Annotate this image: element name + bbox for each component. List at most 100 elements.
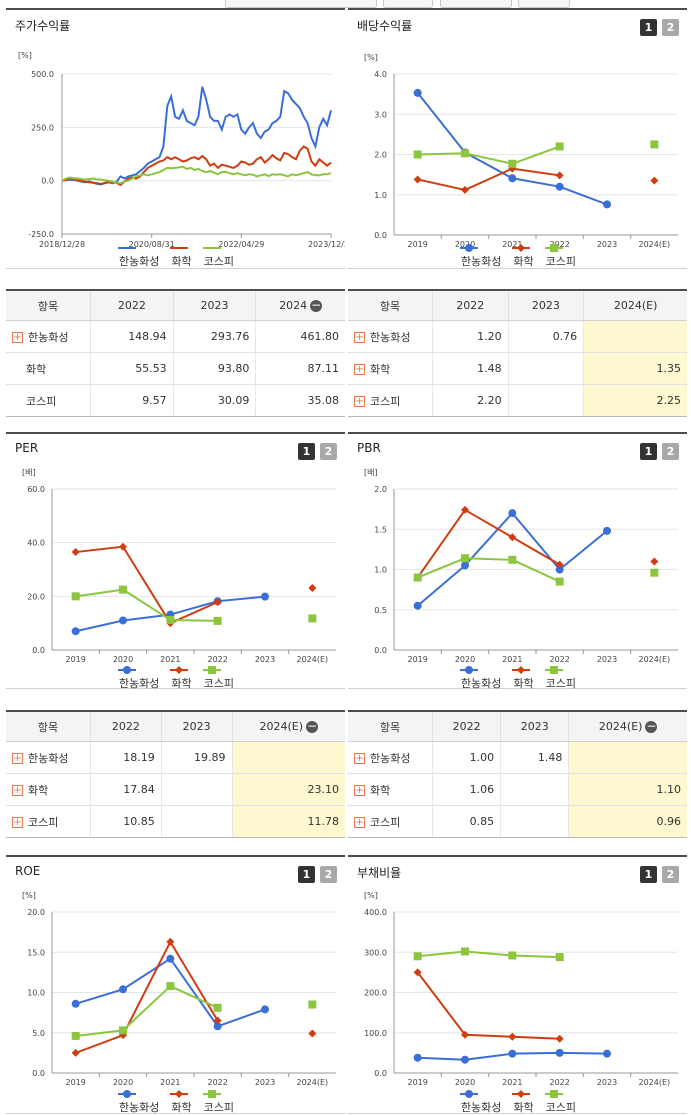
- legend-item[interactable]: 코스피: [544, 1089, 576, 1115]
- legend-item[interactable]: 화학: [511, 665, 534, 691]
- data-point: [555, 565, 564, 574]
- legend-item[interactable]: 한농화성: [459, 243, 501, 269]
- data-point: [119, 985, 127, 994]
- expand-icon[interactable]: +: [354, 396, 365, 407]
- legend-swatch: [202, 247, 221, 249]
- table-cell: [160, 773, 233, 806]
- top-control[interactable]: [440, 0, 512, 8]
- data-point: [166, 937, 175, 946]
- legend-item[interactable]: 한농화성: [117, 665, 159, 691]
- top-control[interactable]: [225, 0, 377, 8]
- table-header-cell: 항목: [6, 289, 91, 321]
- table-cell: 23.10: [231, 773, 345, 806]
- data-point: [555, 577, 564, 586]
- expand-icon[interactable]: +: [354, 785, 365, 796]
- collapse-icon[interactable]: −: [310, 298, 323, 312]
- top-control[interactable]: [383, 0, 433, 8]
- expand-icon[interactable]: +: [12, 785, 23, 796]
- view-2-button[interactable]: 2: [320, 866, 337, 883]
- view-2-button[interactable]: 2: [662, 443, 679, 460]
- legend-item[interactable]: 코스피: [544, 665, 576, 691]
- legend-marker: [549, 244, 558, 252]
- legend-swatch: [202, 666, 221, 674]
- table-cell: [583, 320, 687, 353]
- legend-item[interactable]: 화학: [169, 665, 192, 691]
- table-cell: 1.10: [568, 773, 687, 806]
- panel-title: PER: [15, 441, 39, 455]
- legend-item[interactable]: 한농화성: [459, 1089, 501, 1115]
- expand-icon[interactable]: +: [354, 817, 365, 828]
- top-control[interactable]: [518, 0, 570, 8]
- legend-label: 한농화성: [118, 1101, 160, 1114]
- legend-item[interactable]: 화학: [511, 1089, 534, 1115]
- table-row: + 코스피 10.85 11.78: [6, 805, 345, 838]
- view-2-button[interactable]: 2: [320, 443, 337, 460]
- legend-item[interactable]: 한농화성: [459, 665, 501, 691]
- table-cell: 148.94: [90, 320, 174, 353]
- x-tick-label: 2023: [255, 655, 275, 664]
- data-point: [508, 159, 517, 168]
- table-cell: [500, 805, 569, 838]
- view-2-button[interactable]: 2: [662, 19, 679, 36]
- y-tick-label: -250.0: [28, 230, 54, 239]
- legend-item[interactable]: 코스피: [202, 243, 234, 269]
- view-1-button[interactable]: 1: [640, 443, 657, 460]
- legend-marker: [464, 244, 473, 252]
- legend-item[interactable]: 한농화성: [117, 1089, 159, 1115]
- pbr-chart: [배] 2.0 1.5 1.0 0.5 0.0 2019 2020 2021 2022 2023 20…: [364, 468, 678, 664]
- table-header-cell: 2022: [431, 710, 501, 742]
- x-tick-label: 2023/12/28: [308, 240, 345, 249]
- expand-icon[interactable]: +: [12, 332, 23, 343]
- series-segment: [170, 618, 218, 622]
- view-1-button[interactable]: 1: [640, 866, 657, 883]
- legend-item[interactable]: 화학: [511, 243, 534, 269]
- data-point: [508, 509, 517, 518]
- legend-item[interactable]: 코스피: [544, 243, 576, 269]
- data-point: [119, 616, 127, 625]
- legend-item[interactable]: 화학: [169, 243, 192, 269]
- x-tick-label: 2019: [407, 1078, 427, 1087]
- series-segment: [122, 941, 172, 1036]
- series-line: [61, 145, 332, 187]
- y-tick-label: 20.0: [27, 592, 45, 601]
- view-1-button[interactable]: 1: [640, 19, 657, 36]
- x-tick-label: 2023: [255, 1078, 275, 1087]
- series-segment: [122, 588, 171, 621]
- data-point: [71, 627, 80, 636]
- chart-legend: 한농화성 화학 코스피: [6, 1089, 345, 1115]
- table-cell: 461.80: [255, 320, 345, 353]
- row-label: 한농화성: [28, 751, 69, 765]
- expand-icon[interactable]: +: [354, 753, 365, 764]
- legend-label: 한농화성: [460, 255, 502, 268]
- expand-icon[interactable]: +: [354, 364, 365, 375]
- legend-swatch: [170, 247, 189, 249]
- legend-label: 코스피: [545, 1101, 577, 1114]
- view-2-button[interactable]: 2: [662, 866, 679, 883]
- data-point: [508, 1049, 517, 1058]
- expand-icon[interactable]: +: [354, 332, 365, 343]
- data-point: [508, 1032, 517, 1041]
- table-header-cell: 항목: [348, 710, 433, 742]
- expand-icon[interactable]: +: [12, 753, 23, 764]
- collapse-icon[interactable]: −: [306, 719, 319, 733]
- legend-item[interactable]: 코스피: [202, 1089, 234, 1115]
- collapse-icon[interactable]: −: [645, 719, 658, 733]
- legend-item[interactable]: 한농화성: [117, 243, 159, 269]
- data-point: [166, 982, 175, 991]
- legend-item[interactable]: 코스피: [202, 665, 234, 691]
- data-point: [461, 505, 469, 514]
- legend-marker: [549, 1090, 558, 1098]
- view-1-button[interactable]: 1: [298, 866, 315, 883]
- table-header-cell: 2024−: [255, 289, 345, 321]
- row-label: 화학: [26, 362, 47, 376]
- series-segment: [122, 546, 172, 624]
- legend-swatch: [459, 244, 478, 252]
- series-segment: [169, 985, 219, 1009]
- expand-icon[interactable]: +: [12, 817, 23, 828]
- view-1-button[interactable]: 1: [298, 443, 315, 460]
- x-tick-label: 2021: [502, 655, 522, 664]
- legend-item[interactable]: 화학: [169, 1089, 192, 1115]
- data-point: [508, 555, 517, 564]
